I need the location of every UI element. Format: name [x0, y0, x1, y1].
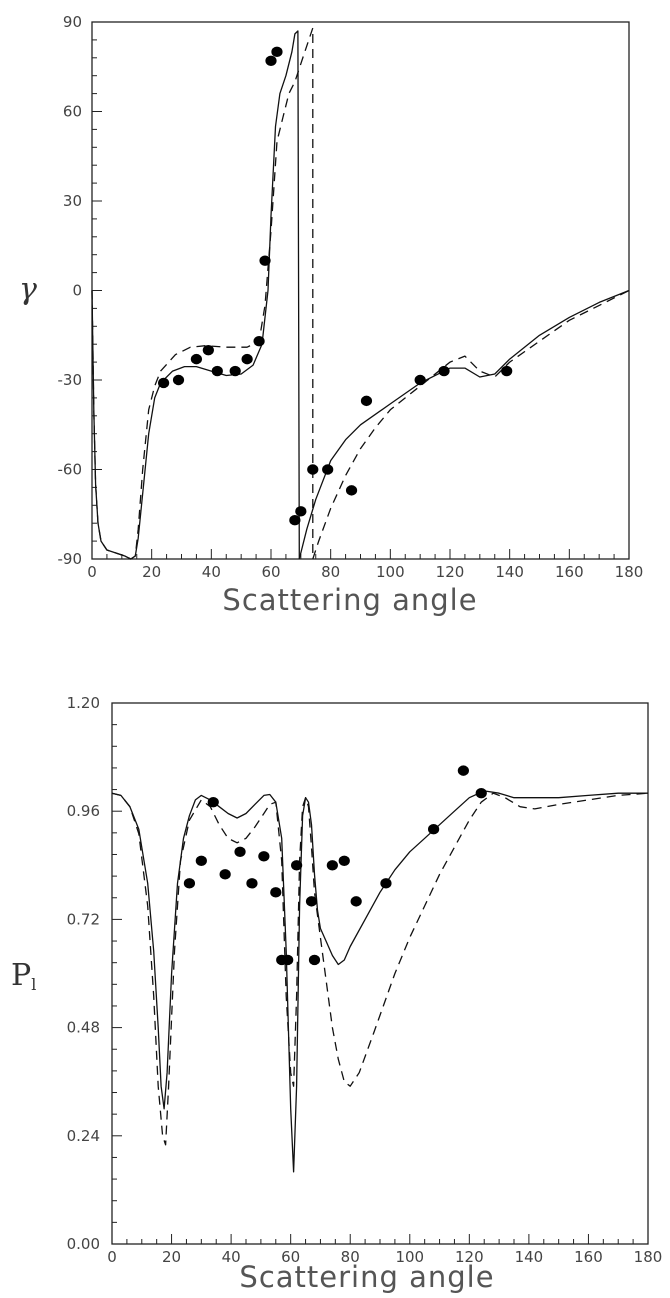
- data-point: [307, 464, 319, 475]
- data-point: [202, 344, 214, 356]
- x-tick-labels: 0 20 40 60 80 100 120 140 160 180: [87, 563, 643, 581]
- y-tick-label: 90: [63, 13, 82, 31]
- x-tick-label: 140: [495, 563, 524, 581]
- y-tick-label: -30: [58, 371, 83, 389]
- x-tick-label: 80: [341, 1248, 360, 1266]
- y-tick-label: 0.00: [67, 1235, 100, 1253]
- data-point: [475, 787, 487, 799]
- data-point: [338, 855, 350, 866]
- data-point: [219, 869, 231, 880]
- data-point: [158, 377, 170, 389]
- data-point: [289, 515, 301, 526]
- y-axis-title: Pl: [11, 958, 36, 994]
- data-point: [271, 46, 283, 58]
- y-tick-label: -60: [58, 461, 83, 479]
- dashed-series-line: [91, 27, 314, 560]
- data-point: [428, 824, 440, 835]
- data-point: [211, 365, 223, 377]
- y-tick-labels: 0.00 0.24 0.48 0.72 0.96 1.20: [67, 694, 100, 1253]
- solid-series-line: [298, 289, 630, 560]
- tick-marks: [91, 21, 630, 560]
- x-tick-label: 120: [455, 1248, 484, 1266]
- x-tick-label: 180: [615, 563, 644, 581]
- x-axis-title: Scattering angle: [222, 583, 477, 617]
- data-point: [190, 353, 203, 365]
- data-markers: [158, 46, 513, 526]
- data-point: [195, 855, 207, 866]
- data-point: [282, 954, 294, 966]
- x-tick-label: 80: [321, 563, 340, 581]
- x-tick-label: 0: [87, 563, 97, 581]
- data-point: [246, 878, 258, 889]
- data-point: [241, 353, 253, 365]
- x-tick-label: 60: [281, 1248, 300, 1266]
- y-tick-label: 0.96: [67, 802, 100, 820]
- data-point: [253, 336, 265, 347]
- y-tick-label: 1.20: [67, 694, 100, 712]
- data-point: [183, 878, 196, 889]
- data-point: [501, 365, 513, 377]
- x-tick-label: 20: [142, 563, 161, 581]
- data-point: [457, 765, 469, 776]
- x-tick-label: 0: [107, 1248, 117, 1266]
- data-point: [308, 954, 321, 966]
- plot-frame: [111, 702, 649, 1245]
- data-point: [265, 55, 277, 66]
- plot-frame: [91, 21, 630, 560]
- polarization-chart: 0 20 40 60 80 100 120 140 160 180 0.00 0.24 0.48 0.7…: [11, 694, 662, 1294]
- x-tick-label: 100: [395, 1248, 424, 1266]
- y-axis-title-main: P: [11, 958, 31, 993]
- x-tick-label: 100: [376, 563, 405, 581]
- x-tick-label: 140: [515, 1248, 544, 1266]
- data-point: [414, 374, 426, 386]
- x-tick-label: 20: [162, 1248, 181, 1266]
- y-tick-labels: -90 -60 -30 0 30 60 90: [58, 13, 83, 568]
- y-tick-label: 30: [63, 192, 82, 210]
- y-tick-label: 0.72: [67, 910, 100, 928]
- x-tick-labels: 0 20 40 60 80 100 120 140 160 180: [107, 1248, 662, 1266]
- dashed-series-line: [312, 289, 630, 560]
- tick-marks: [111, 702, 649, 1245]
- data-point: [322, 464, 334, 475]
- y-tick-label: 0.48: [67, 1019, 100, 1037]
- x-tick-label: 40: [222, 1248, 241, 1266]
- x-tick-label: 160: [574, 1248, 603, 1266]
- data-point: [326, 860, 338, 871]
- data-point: [291, 860, 303, 871]
- y-tick-label: 0: [72, 282, 82, 300]
- data-point: [259, 255, 271, 266]
- data-point: [207, 796, 219, 808]
- series-lines: [111, 790, 649, 1173]
- x-tick-label: 60: [261, 563, 280, 581]
- x-axis-title: Scattering angle: [239, 1260, 494, 1294]
- data-markers: [183, 765, 487, 966]
- data-point: [172, 374, 185, 386]
- data-point: [350, 896, 362, 907]
- x-tick-label: 120: [436, 563, 465, 581]
- data-point: [295, 506, 307, 517]
- gamma-chart: 0 20 40 60 80 100 120 140 160 180 -90 -60 -30 0 30 60 9…: [19, 13, 643, 617]
- data-point: [270, 887, 282, 898]
- data-point: [305, 896, 318, 907]
- data-point: [258, 851, 270, 862]
- solid-series-line: [91, 30, 300, 560]
- data-point: [229, 365, 241, 377]
- solid-series-line: [111, 790, 648, 1173]
- x-tick-label: 160: [555, 563, 584, 581]
- data-point: [438, 365, 450, 377]
- y-axis-title: γ: [19, 272, 37, 307]
- series-lines: [91, 27, 630, 560]
- data-point: [380, 878, 392, 889]
- data-point: [360, 395, 373, 407]
- dashed-series-line: [111, 792, 649, 1146]
- x-tick-label: 180: [634, 1248, 663, 1266]
- y-tick-label: 60: [63, 103, 82, 121]
- data-point: [234, 846, 246, 857]
- y-tick-label: 0.24: [67, 1127, 100, 1145]
- data-point: [345, 485, 358, 496]
- x-tick-label: 40: [202, 563, 221, 581]
- y-axis-title-subscript: l: [31, 975, 36, 994]
- y-tick-label: -90: [58, 550, 83, 568]
